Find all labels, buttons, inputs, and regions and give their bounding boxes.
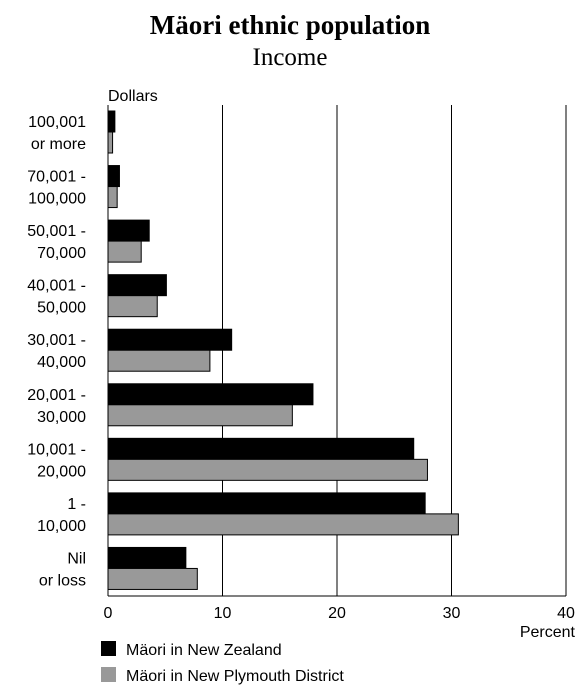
category-labels: 100,001 or more 70,001 - 100,000 50,001 - 70,… xyxy=(27,114,86,589)
legend-swatch xyxy=(101,641,116,656)
category-label: 20,001 - xyxy=(27,387,86,404)
chart-subtitle: Income xyxy=(252,44,328,71)
legend-label: Mäori in New Plymouth District xyxy=(126,668,344,685)
bar-series-1 xyxy=(107,110,116,133)
y-axis-label: Dollars xyxy=(108,88,158,105)
bar-series-2 xyxy=(107,458,428,481)
category-label: or more xyxy=(31,136,86,153)
x-tick-label: 40 xyxy=(557,605,575,622)
category-label: 40,000 xyxy=(37,354,86,371)
bars xyxy=(107,110,459,590)
x-axis-label: Percent xyxy=(520,624,576,641)
legend: Mäori in New Zealand Mäori in New Plymout… xyxy=(101,641,344,685)
bar-series-1 xyxy=(107,165,120,188)
bar-series-2 xyxy=(107,131,114,154)
category-label: 70,001 - xyxy=(27,169,86,186)
x-tick-label: 30 xyxy=(443,605,461,622)
chart-title: Mäori ethnic population xyxy=(149,10,431,40)
x-tick-label: 10 xyxy=(214,605,232,622)
bar-series-2 xyxy=(107,567,198,590)
bar-series-1 xyxy=(107,328,233,351)
category-label: 1 - xyxy=(67,496,86,513)
bar-series-2 xyxy=(107,513,459,536)
bar-series-1 xyxy=(107,219,150,242)
category-label: 30,000 xyxy=(37,409,86,426)
category-label: 20,000 xyxy=(37,463,86,480)
bar-series-2 xyxy=(107,186,118,209)
bar-series-2 xyxy=(107,295,158,318)
bar-series-1 xyxy=(107,383,314,406)
category-label: 100,000 xyxy=(28,191,86,208)
category-label: 10,001 - xyxy=(27,441,86,458)
category-label: 40,001 - xyxy=(27,278,86,295)
bar-series-1 xyxy=(107,492,426,515)
x-tick-label: 20 xyxy=(328,605,346,622)
category-label: Nil xyxy=(67,550,86,567)
bar-series-2 xyxy=(107,240,142,263)
x-tick-labels: 0 10 20 30 40 xyxy=(104,605,575,622)
bar-series-1 xyxy=(107,274,167,297)
bar-series-1 xyxy=(107,546,187,569)
bar-series-2 xyxy=(107,404,293,427)
category-label: or loss xyxy=(39,572,86,589)
bar-series-2 xyxy=(107,349,211,372)
category-label: 50,001 - xyxy=(27,223,86,240)
legend-swatch xyxy=(101,667,116,682)
category-label: 50,000 xyxy=(37,300,86,317)
bar-series-1 xyxy=(107,437,415,460)
category-label: 10,000 xyxy=(37,518,86,535)
category-label: 100,001 xyxy=(28,114,86,131)
legend-label: Mäori in New Zealand xyxy=(126,642,282,659)
category-label: 30,001 - xyxy=(27,332,86,349)
x-tick-label: 0 xyxy=(104,605,113,622)
category-label: 70,000 xyxy=(37,245,86,262)
